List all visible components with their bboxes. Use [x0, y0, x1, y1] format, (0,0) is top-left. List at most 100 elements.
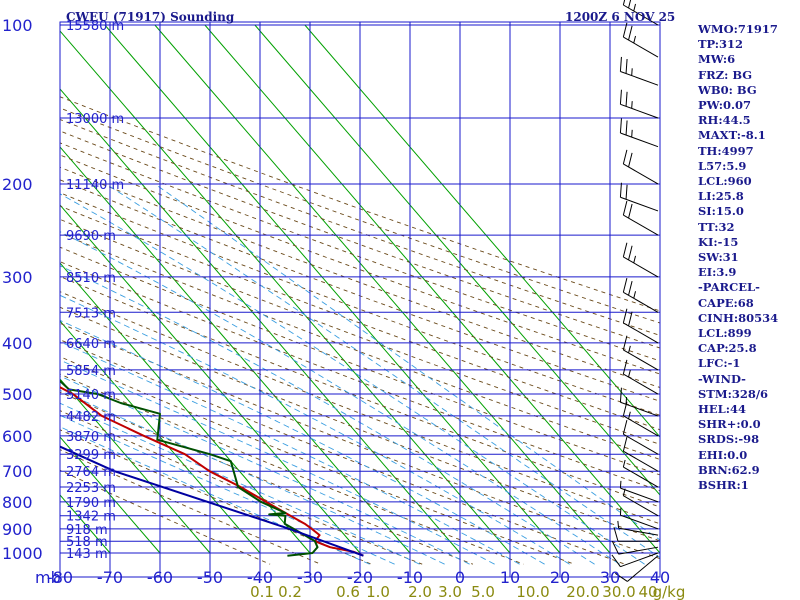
wind-barb	[622, 278, 659, 313]
height-label: 7513 m	[66, 306, 116, 321]
barb-staff	[620, 552, 659, 568]
height-label: 1790 m	[66, 496, 116, 511]
temperature-tick-label: -80	[47, 568, 73, 587]
barb-staff	[623, 495, 659, 517]
wind-barb	[622, 436, 659, 472]
isotherm-line	[60, 88, 461, 554]
moist-adiabat-line	[60, 359, 495, 565]
dry-adiabat-line	[60, 339, 626, 565]
parcel-profile	[60, 445, 364, 557]
wind-barb	[619, 89, 659, 119]
barb-flag	[625, 120, 628, 136]
mixing-ratio-label: 5.0	[471, 583, 495, 600]
moist-adiabat-line	[60, 426, 370, 565]
wind-barb	[622, 359, 659, 395]
barb-half-flag	[628, 411, 631, 419]
height-label: 3870 m	[66, 430, 116, 445]
barb-half-flag	[631, 129, 633, 138]
moist-adiabat-line	[60, 231, 620, 565]
barb-flag	[622, 242, 628, 258]
plot-frame	[59, 21, 661, 578]
barb-staff	[620, 71, 659, 86]
barb-flag	[625, 184, 628, 200]
index-line: BSHR:1	[698, 478, 749, 493]
mixing-ratio-label: 0.1	[250, 583, 274, 600]
barb-flag	[622, 0, 626, 6]
barb-half-flag	[625, 396, 628, 405]
index-line: STM:328/6	[698, 386, 769, 401]
mixing-ratio-label: 30.0	[602, 583, 635, 600]
temperature-tick-label: -50	[197, 568, 223, 587]
mixing-ratio-label: 1.0	[366, 583, 390, 600]
index-panel: WMO:71917 TP:312 MW:6 FRZ: BG WB0: BG PW:0.07…	[698, 22, 800, 493]
mixing-ratio-label: 0.6	[336, 583, 360, 600]
dry-adiabat-line	[60, 192, 660, 416]
moist-adiabat-line	[60, 265, 595, 565]
temperature-tick-label: -30	[297, 568, 323, 587]
dry-adiabat-line	[60, 166, 660, 389]
barb-staff	[623, 163, 659, 185]
height-label: 6640 m	[66, 337, 116, 352]
index-line: FRZ: BG	[698, 67, 753, 82]
index-line: MAXT:-8.1	[698, 128, 766, 143]
height-label: 3299 m	[66, 448, 116, 463]
barb-half-flag	[633, 35, 637, 44]
wind-barb	[622, 242, 659, 278]
index-line: -WIND-	[698, 371, 746, 386]
index-line: CINH:80534	[698, 310, 779, 325]
barb-half-flag	[633, 3, 637, 12]
dry-adiabat-line	[60, 154, 660, 375]
barb-staff	[620, 196, 659, 212]
index-line: TP:312	[698, 37, 744, 52]
wind-barb	[622, 200, 659, 236]
index-line: CAP:25.8	[698, 341, 757, 356]
barb-half-flag	[633, 291, 637, 299]
barb-flag	[611, 554, 621, 567]
mixing-ratio-label: 0.2	[278, 583, 302, 600]
barb-staff	[623, 36, 659, 58]
moist-adiabat-line	[105, 183, 660, 559]
wind-barb	[619, 480, 659, 503]
barb-staff	[620, 132, 659, 148]
height-label: 4482 m	[66, 410, 116, 425]
wind-barb	[611, 552, 659, 568]
barb-staff	[620, 103, 659, 119]
moist-adiabat-line	[60, 193, 645, 565]
dry-adiabat-line	[60, 218, 660, 445]
wind-barb	[619, 182, 659, 212]
barb-staff	[620, 487, 659, 503]
temperature-tick-label: -10	[397, 568, 423, 587]
height-label: 518 m	[66, 535, 108, 550]
index-line: EI:3.9	[698, 265, 737, 280]
barb-flag	[622, 149, 628, 165]
dry-adiabat-line	[60, 322, 660, 560]
barb-half-flag	[631, 68, 633, 76]
wind-barb	[619, 507, 659, 530]
isotherm-line	[60, 262, 311, 554]
height-label: 9690 m	[66, 229, 116, 244]
index-line: KI:-15	[698, 234, 739, 249]
barb-flag	[619, 118, 622, 134]
pressure-tick-label: 500	[2, 385, 33, 404]
wind-barb	[611, 540, 659, 555]
index-line: WB0: BG	[698, 82, 757, 97]
pressure-tick-label: 1000	[2, 544, 43, 563]
dry-adiabat-line	[60, 179, 660, 402]
index-line: L57:5.9	[698, 158, 747, 173]
barb-staff	[623, 450, 659, 472]
mixing-ratio-label: 2.0	[408, 583, 432, 600]
wind-barb	[619, 387, 659, 417]
temperature-tick-label: -60	[147, 568, 173, 587]
barb-staff	[623, 256, 659, 278]
barb-flag	[619, 89, 622, 105]
isotherm-line	[60, 204, 361, 554]
x-axis-unit-label: mb	[35, 568, 61, 587]
barb-staff	[618, 546, 659, 555]
height-label: 15580 m	[66, 19, 124, 34]
barb-flag	[628, 0, 632, 9]
index-line: WMO:71917	[698, 22, 778, 36]
isotherm-line	[154, 24, 611, 554]
temperature-tick-label: -40	[247, 568, 273, 587]
barb-flag	[622, 359, 628, 375]
